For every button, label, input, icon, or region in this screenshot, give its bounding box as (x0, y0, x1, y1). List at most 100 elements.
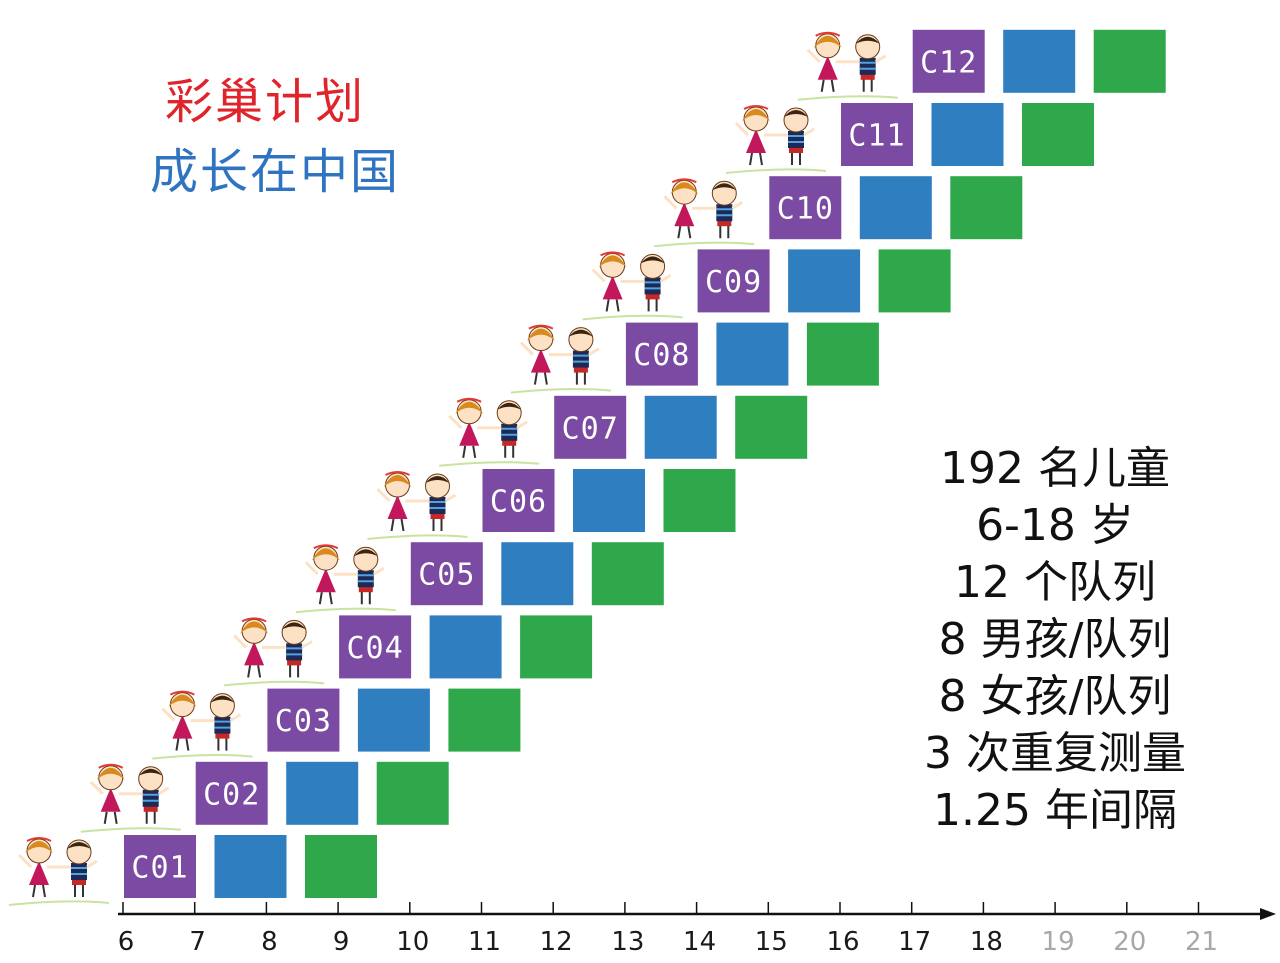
cohort-row: C05 (295, 542, 664, 614)
fact-age-range: 6-18 岁 (976, 500, 1134, 551)
cohort-row: C06 (367, 469, 736, 540)
age-axis: 6 7 8 9 10 11 12 13 14 15 16 17 18 19 20 21 (118, 902, 1276, 957)
cohort-box-wave2 (357, 688, 430, 752)
cohort-box-wave1 (124, 835, 196, 898)
kids-icon (8, 837, 110, 906)
axis-tick-label: 7 (189, 927, 206, 957)
cohort-box-wave3 (305, 835, 377, 898)
cohort-label: C11 (848, 119, 905, 154)
facts-panel: 192 名儿童 6-18 岁 12 个队列 8 男孩/队列 8 女孩/队列 3 … (880, 440, 1230, 839)
axis-tick-label: 21 (1185, 927, 1218, 957)
kids-icon (725, 105, 827, 174)
cohort-box-wave2 (716, 322, 789, 386)
cohort-box-wave2 (501, 542, 574, 606)
kids-icon (367, 471, 468, 540)
cohort-box-wave3 (376, 761, 449, 825)
cohort-box-wave1 (912, 29, 985, 93)
cohort-box-wave2 (429, 615, 502, 679)
axis-tick-label: 16 (826, 927, 859, 957)
kids-icon (439, 397, 540, 467)
fact-interval: 1.25 年间隔 (933, 785, 1177, 836)
axis-tick-label: 11 (468, 927, 501, 957)
cohort-box-wave3 (591, 542, 664, 606)
kids-icon (152, 690, 253, 760)
axis-tick-label: 19 (1042, 927, 1075, 957)
cohort-box-wave2 (788, 249, 861, 313)
cohort-box-wave1 (769, 176, 842, 240)
cohort-row: C10 (654, 176, 1023, 248)
kids-icon (582, 251, 683, 321)
title-line2: 成长在中国 (150, 144, 401, 200)
fact-repeats: 3 次重复测量 (924, 728, 1186, 779)
fact-children: 192 名儿童 (940, 443, 1170, 494)
axis-tick-label: 14 (683, 927, 716, 957)
cohort-box-wave1 (267, 688, 340, 752)
cohort-label: C08 (633, 338, 690, 373)
cohort-label: C07 (562, 411, 619, 446)
cohort-label: C03 (275, 704, 332, 739)
cohort-row: C08 (510, 322, 879, 394)
cohort-box-wave2 (573, 469, 645, 532)
cohort-rows: C01 C02 C03 C04 C05 C06 C07 C08 C09 C10 C11 C12 (8, 29, 1166, 906)
cohort-box-wave1 (841, 103, 913, 166)
cohort-box-wave2 (931, 103, 1004, 166)
cohort-label: C06 (490, 485, 547, 520)
fact-girls: 8 女孩/队列 (938, 671, 1172, 722)
kids-icon (224, 617, 325, 687)
fact-boys: 8 男孩/队列 (938, 614, 1172, 665)
fact-cohorts: 12 个队列 (954, 557, 1156, 608)
cohort-label: C01 (131, 851, 188, 886)
kids-icon (80, 763, 181, 833)
axis-tick-label: 10 (396, 927, 429, 957)
cohort-row: C01 (8, 835, 377, 906)
axis-arrow-icon (1260, 908, 1276, 920)
kids-icon (510, 324, 611, 394)
cohort-box-wave2 (644, 395, 717, 459)
cohort-box-wave3 (520, 615, 593, 679)
cohort-box-wave1 (482, 469, 555, 532)
axis-tick-label: 8 (261, 927, 278, 957)
cohort-box-wave3 (878, 249, 951, 313)
cohort-box-wave3 (806, 322, 879, 386)
cohort-row: C09 (582, 249, 951, 321)
cohort-row: C04 (224, 615, 593, 687)
cohort-row: C11 (725, 103, 1094, 174)
cohort-box-wave3 (1093, 29, 1166, 93)
cohort-label: C05 (418, 558, 475, 593)
cohort-row: C02 (80, 761, 449, 833)
cohort-box-wave1 (195, 761, 268, 825)
axis-tick-label: 20 (1113, 927, 1146, 957)
cohort-box-wave2 (1003, 29, 1076, 93)
cohort-label: C12 (920, 45, 977, 80)
cohort-box-wave3 (663, 469, 736, 532)
title-line1: 彩巢计划 (165, 74, 366, 130)
cohort-label: C10 (777, 192, 834, 227)
cohort-row: C03 (152, 688, 521, 760)
cohort-label: C09 (705, 265, 762, 300)
cohort-box-wave2 (214, 835, 287, 898)
axis-tick-label: 18 (970, 927, 1003, 957)
axis-tick-label: 6 (118, 927, 135, 957)
cohort-box-wave1 (554, 395, 627, 459)
cohort-box-wave3 (1022, 103, 1094, 166)
cohort-label: C04 (347, 631, 404, 666)
cohort-box-wave1 (410, 542, 483, 606)
axis-tick-label: 12 (540, 927, 573, 957)
kids-icon (654, 178, 755, 248)
kids-icon (295, 544, 396, 614)
axis-tick-label: 17 (898, 927, 931, 957)
axis-tick-label: 13 (611, 927, 644, 957)
cohort-box-wave3 (950, 176, 1023, 240)
cohort-label: C02 (203, 777, 260, 812)
cohort-box-wave3 (735, 395, 808, 459)
kids-icon (797, 31, 898, 101)
cohort-box-wave1 (339, 615, 412, 679)
axis-tick-label: 15 (755, 927, 788, 957)
cohort-box-wave3 (448, 688, 521, 752)
axis-tick-label: 9 (333, 927, 350, 957)
cohort-row: C12 (797, 29, 1166, 101)
cohort-box-wave1 (625, 322, 698, 386)
cohort-row: C07 (439, 395, 808, 467)
cohort-box-wave2 (286, 761, 359, 825)
